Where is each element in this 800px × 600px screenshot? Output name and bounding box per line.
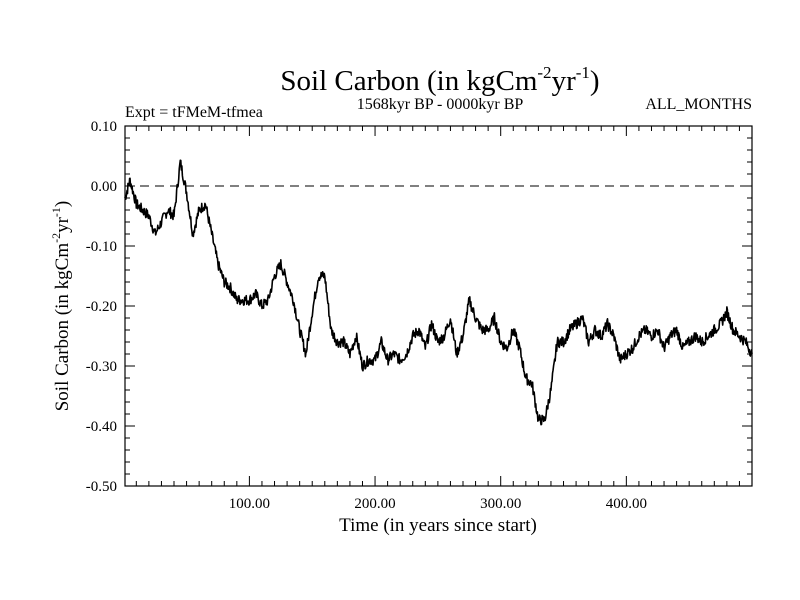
- experiment-label: Expt = tFMeM-tfmea: [125, 104, 263, 121]
- x-axis-label: Time (in years since start): [339, 515, 537, 536]
- y-tick-label: 0.10: [91, 119, 117, 135]
- y-axis-label: Soil Carbon (in kgCm-2yr-1): [49, 201, 73, 412]
- axis-tick-labels: 100.00 200.00 300.00 400.00 0.10 0.00 -0.10 -0.…: [86, 119, 647, 512]
- plot-frame: [124, 125, 753, 487]
- time-range-label: 1568kyr BP - 0000kyr BP: [357, 96, 524, 113]
- soil-carbon-series-line: [124, 159, 753, 426]
- x-tick-label: 100.00: [229, 496, 270, 512]
- x-tick-label: 400.00: [606, 496, 647, 512]
- axis-ticks: [125, 125, 752, 487]
- months-label: ALL_MONTHS: [645, 96, 752, 113]
- y-tick-label: -0.20: [86, 299, 117, 315]
- y-tick-label: -0.10: [86, 239, 117, 255]
- x-tick-label: 300.00: [480, 496, 521, 512]
- y-tick-label: -0.30: [86, 359, 117, 375]
- y-tick-label: 0.00: [91, 179, 117, 195]
- chart-title: Soil Carbon (in kgCm-2yr-1): [280, 63, 599, 97]
- x-tick-label: 200.00: [354, 496, 395, 512]
- y-tick-label: -0.40: [86, 419, 117, 435]
- y-tick-label: -0.50: [86, 479, 117, 495]
